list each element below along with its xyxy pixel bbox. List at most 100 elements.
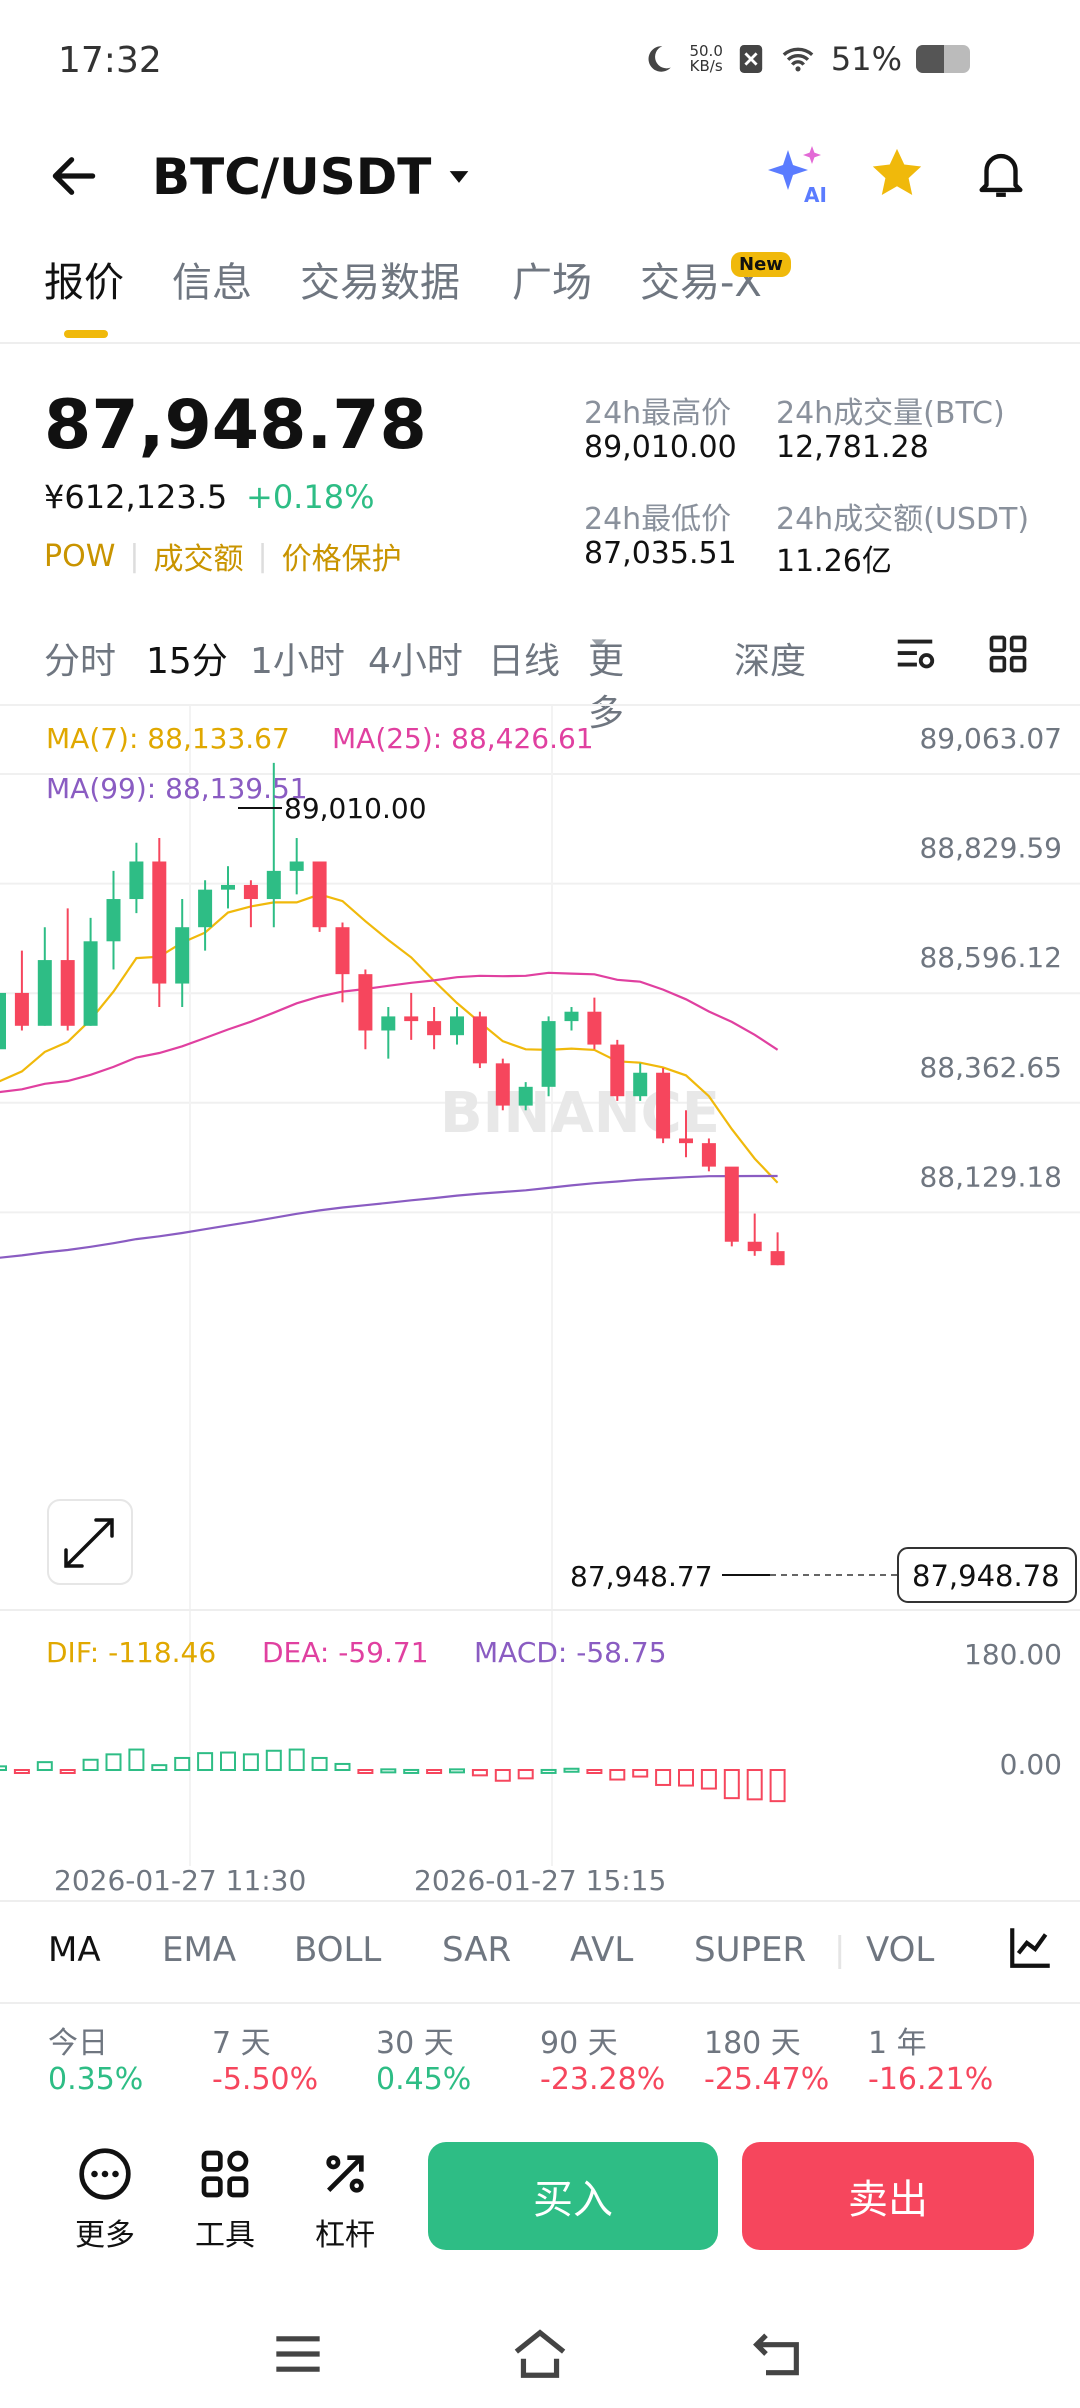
perf-30d: 30 天 0.45% [376,2026,472,2097]
interval-4h[interactable]: 4小时 [368,641,463,682]
status-bar: 17:32 50.0 KB/s 51% [0,0,1080,120]
kline-chart-area[interactable]: BINANCE 89,063.07 88,829.59 88,596.12 88,36… [0,704,1080,1896]
candlesticks [0,762,785,1266]
pair-title: BTC/USDT [152,148,432,206]
perf-value: 0.35% [48,2062,144,2097]
kline-chart[interactable]: BINANCE 89,063.07 88,829.59 88,596.12 88,36… [0,706,1080,1896]
indicator-vol[interactable]: VOL [866,1930,935,1970]
last-price: 87,948.78 [44,386,427,465]
interval-15m[interactable]: 15分 [146,641,228,682]
candle-body [312,861,327,928]
ma99-legend: MA(99): 88,139.51 [46,772,308,805]
chart-settings-button[interactable] [892,632,938,687]
caret-down-icon [450,171,469,183]
candle-body [106,899,121,942]
ma99-line [0,1174,778,1259]
indicator-super[interactable]: SUPER [694,1930,807,1970]
perf-value: -23.28% [540,2062,666,2097]
tools-button[interactable]: 工具 [190,2146,260,2254]
macd-bar [151,1764,168,1771]
tab-info[interactable]: 信息 [172,260,252,306]
net-speed: 50.0 KB/s [689,42,723,75]
interval-more[interactable]: 更多 [588,632,624,734]
candle-body [0,992,6,1050]
interval-time[interactable]: 分时 [44,641,117,682]
indicator-sar[interactable]: SAR [442,1930,512,1970]
tab-underline [64,330,108,338]
home-icon[interactable] [510,2328,570,2380]
vol-usdt-value: 11.26亿 [776,544,892,579]
macd-bar [220,1751,236,1772]
sim-off-icon [739,45,763,73]
candle-body [427,1021,442,1036]
macd-axis-top: 180.00 [964,1638,1062,1671]
back-button[interactable] [46,148,102,204]
time-label: 2026-01-27 15:15 [414,1864,666,1896]
indicator-boll[interactable]: BOLL [294,1930,382,1970]
macd-bar [0,1765,7,1771]
candle-body [656,1072,671,1139]
current-price-box[interactable] [897,1547,1077,1603]
indicator-ma[interactable]: MA [48,1930,101,1970]
indicator-settings-button[interactable] [1006,1922,1056,1981]
candle-body [747,1241,762,1252]
macd-bar [105,1753,122,1771]
candle-body [358,974,373,1031]
macd-bar [723,1769,740,1800]
candle-body [14,992,29,1026]
macd-bar [82,1758,99,1771]
ma7-legend: MA(7): 88,133.67 [46,722,290,755]
layout-grid-button[interactable] [986,632,1030,685]
interval-1h[interactable]: 1小时 [250,641,345,682]
chart-settings-icon [897,639,935,669]
candle-body [518,1086,533,1106]
line-chart-icon [1010,1928,1050,1968]
ai-button[interactable]: AI [764,142,828,207]
tab-trading-data[interactable]: 交易数据 [300,260,460,306]
interval-1d[interactable]: 日线 [488,641,561,682]
leverage-button[interactable]: 杠杆 [310,2146,380,2254]
interval-depth[interactable]: 深度 [734,641,807,682]
sell-button[interactable]: 卖出 [742,2142,1034,2250]
volume-tag[interactable]: 成交额 [153,542,244,577]
candle-body [610,1044,625,1097]
price-axis-label: 88,129.18 [919,1160,1062,1193]
pow-tag[interactable]: POW [44,538,116,574]
interval-bar: 分时 15分 1小时 4小时 日线 更多 深度 [0,632,1080,734]
macd-bar [426,1769,443,1774]
price-axis: 89,063.07 88,829.59 88,596.12 88,362.65 88,1… [919,722,1062,1193]
tab-quote[interactable]: 报价 [44,260,124,306]
macd-bar [265,1749,282,1771]
candle-body [633,1072,648,1097]
system-nav-bar [0,2300,1080,2408]
candle-body [587,1011,602,1045]
last-marker-label: 87,948.77 [570,1560,713,1593]
favorite-button[interactable] [868,144,926,202]
notification-button[interactable] [972,144,1030,202]
ai-sparkle-icon: AI [768,146,827,207]
macd-bar [471,1769,488,1777]
macd-bar [517,1769,534,1780]
price-protect-tag[interactable]: 价格保护 [281,542,402,577]
candle-body [83,941,98,1026]
candle-body [472,1016,487,1064]
pair-selector[interactable]: BTC/USDT [152,148,473,206]
indicator-avl[interactable]: AVL [570,1930,634,1970]
back-icon[interactable] [752,2330,808,2378]
more-button[interactable]: 更多 [70,2146,140,2254]
star-icon [872,148,922,195]
macd-bar [380,1768,397,1774]
indicator-ema[interactable]: EMA [162,1930,237,1970]
perf-value: -25.47% [704,2062,830,2097]
macd-bar [311,1756,328,1772]
macd-bar [769,1769,786,1803]
vol-btc-label: 24h成交量(BTC) [776,396,1005,431]
arrow-left-icon [52,157,96,195]
perf-today: 今日 0.35% [48,2026,144,2097]
ma25-line [0,971,779,1094]
menu-icon[interactable] [272,2332,324,2376]
tab-square[interactable]: 广场 [512,260,592,306]
more-label: 更多 [75,2218,135,2253]
buy-button[interactable]: 买入 [428,2142,718,2250]
wifi-icon [782,47,814,72]
